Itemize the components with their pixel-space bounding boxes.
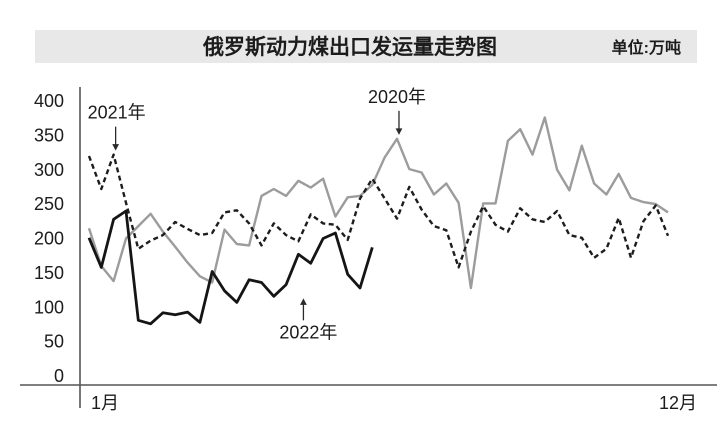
unit-label: 单位:万吨 (612, 38, 681, 57)
y-tick-label-150: 150 (34, 263, 64, 283)
series-annotations: 2021年 2020年 2022年 (88, 87, 426, 343)
annotation-label-2022年: 2022年 (279, 322, 337, 342)
y-tick-label-350: 350 (34, 125, 64, 145)
y-axis-tick-labels: 400 350 300 250 200 150 100 50 0 (34, 91, 64, 386)
series-line-2021年 (87, 153, 670, 269)
annotation-arrowhead-2022年 (300, 298, 307, 305)
annotation-arrowhead-2020年 (395, 128, 403, 135)
y-tick-label-250: 250 (34, 194, 64, 214)
x-label-jan: 1月 (91, 393, 119, 413)
annotation-label-2020年: 2020年 (368, 87, 426, 107)
y-tick-label-400: 400 (34, 91, 64, 111)
y-tick-label-100: 100 (34, 297, 64, 317)
x-label-dec: 12月 (659, 393, 697, 413)
y-tick-label-50: 50 (44, 332, 64, 352)
series-line-2022年 (87, 209, 374, 326)
annotation-label-2021年: 2021年 (88, 103, 146, 123)
y-tick-label-0: 0 (54, 366, 64, 386)
title-band (35, 30, 697, 63)
chart-title: 俄罗斯动力煤出口发运量走势图 (202, 35, 497, 59)
y-tick-label-200: 200 (34, 229, 64, 249)
series-line-2020年 (87, 116, 669, 290)
annotation-arrowhead-2021年 (112, 144, 120, 151)
y-tick-label-300: 300 (34, 160, 64, 180)
series-lines (87, 116, 670, 326)
